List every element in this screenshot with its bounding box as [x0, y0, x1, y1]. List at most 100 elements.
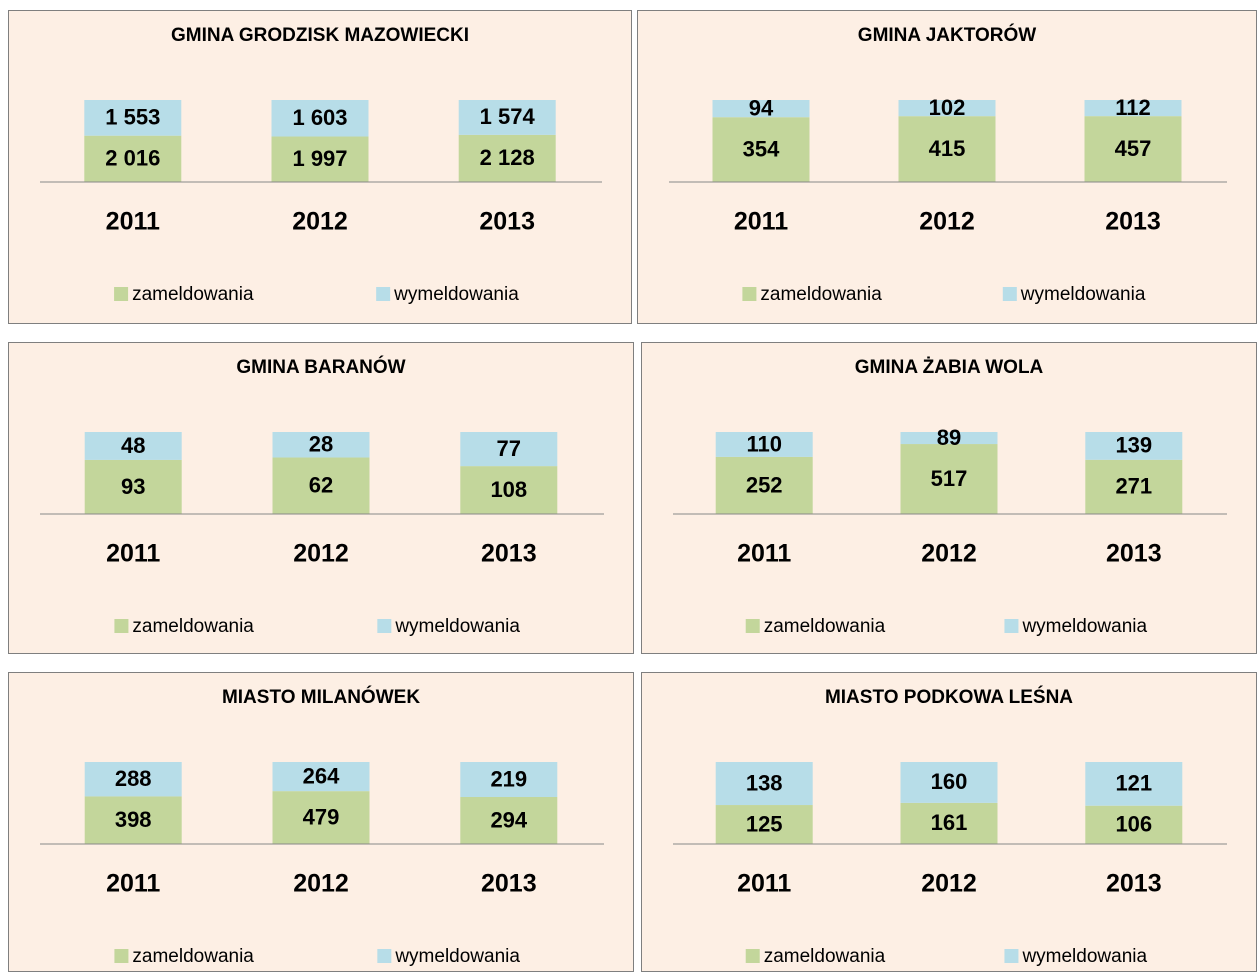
bar-segment [271, 136, 369, 182]
bar-segment [272, 432, 370, 458]
legend-swatch [1004, 619, 1019, 633]
legend-label: zameldowania [760, 284, 882, 305]
legend-swatch [114, 949, 129, 963]
value-label: 2 128 [480, 145, 535, 170]
legend-swatch [742, 287, 757, 301]
x-tick-label: 2011 [106, 870, 160, 898]
chart-title: MIASTO PODKOWA LEŚNA [825, 686, 1073, 708]
value-label: 457 [1115, 136, 1152, 161]
value-label: 138 [746, 770, 783, 795]
bar-segment [715, 456, 813, 514]
value-label: 354 [743, 136, 780, 161]
legend-swatch [745, 949, 760, 963]
x-tick-label: 2011 [737, 870, 791, 898]
bar-segment [712, 117, 810, 182]
value-label: 1 553 [105, 105, 160, 130]
x-tick-label: 2011 [737, 540, 791, 568]
value-label: 102 [929, 95, 966, 120]
legend-label: zameldowania [132, 616, 254, 637]
value-label: 2 016 [105, 146, 160, 171]
value-label: 1 574 [480, 104, 536, 129]
chart-title: GMINA JAKTORÓW [858, 24, 1036, 46]
x-tick-label: 2012 [293, 870, 349, 898]
legend-label: wymeldowania [394, 616, 520, 637]
legend-label: wymeldowania [394, 946, 520, 967]
value-label: 294 [490, 807, 527, 832]
value-label: 112 [1115, 95, 1151, 120]
value-label: 108 [490, 477, 527, 502]
x-tick-label: 2011 [734, 208, 788, 236]
value-label: 62 [309, 473, 333, 498]
bar-segment [84, 432, 182, 460]
value-label: 264 [303, 763, 340, 788]
bar-segment [1084, 116, 1182, 182]
x-tick-label: 2012 [292, 208, 348, 236]
legend-label: zameldowania [764, 946, 886, 967]
bar-segment [460, 432, 558, 467]
value-label: 271 [1115, 474, 1152, 499]
value-label: 125 [746, 811, 783, 836]
value-label: 398 [115, 807, 152, 832]
value-label: 160 [931, 769, 968, 794]
x-tick-label: 2012 [921, 540, 977, 568]
legend-swatch [114, 287, 129, 301]
bar-segment [1084, 100, 1182, 117]
chart-panel: GMINA BARANÓW 93 48 2011 62 28 2012 108 77 2013 za… [8, 342, 634, 654]
legend-swatch [114, 619, 129, 633]
chart-title: GMINA ŻABIA WOLA [855, 357, 1044, 378]
chart-panel: GMINA ŻABIA WOLA 252 110 2011 517 89 2012 271 13… [641, 342, 1257, 654]
value-label: 89 [937, 425, 961, 450]
value-label: 106 [1115, 812, 1152, 837]
bar-segment [712, 100, 810, 118]
legend-swatch [1002, 287, 1017, 301]
value-label: 48 [121, 433, 145, 458]
value-label: 161 [931, 810, 968, 835]
x-tick-label: 2013 [479, 208, 535, 236]
bar-segment [84, 762, 182, 797]
bar-segment [458, 100, 556, 135]
bar-segment [460, 762, 558, 798]
value-label: 28 [309, 432, 333, 457]
bar-segment [460, 797, 558, 844]
bar-segment [84, 459, 182, 514]
x-tick-label: 2013 [1105, 208, 1161, 236]
legend-label: wymeldowania [1020, 284, 1146, 305]
bar-segment [458, 134, 556, 182]
value-label: 110 [746, 431, 782, 456]
bar-segment [900, 802, 998, 844]
x-tick-label: 2011 [106, 208, 160, 236]
value-label: 252 [746, 472, 783, 497]
value-label: 93 [121, 474, 145, 499]
value-label: 1 997 [292, 146, 347, 171]
legend-label: wymeldowania [1021, 616, 1147, 637]
bar-segment [900, 444, 998, 514]
bar-segment [898, 100, 996, 117]
x-tick-label: 2013 [481, 870, 537, 898]
bar-segment [272, 762, 370, 792]
bar-segment [271, 100, 369, 137]
chart-title: GMINA GRODZISK MAZOWIECKI [171, 25, 469, 46]
legend-label: zameldowania [132, 284, 254, 305]
value-label: 479 [303, 804, 340, 829]
x-tick-label: 2013 [481, 540, 537, 568]
bar-segment [715, 805, 813, 844]
x-tick-label: 2012 [921, 870, 977, 898]
bar-segment [900, 432, 998, 445]
chart-panel: GMINA GRODZISK MAZOWIECKI 2 016 1 553 2011 1… [8, 10, 632, 324]
x-tick-label: 2012 [919, 208, 975, 236]
legend-label: zameldowania [764, 616, 886, 637]
legend-swatch [376, 287, 391, 301]
bar-segment [1085, 805, 1183, 844]
legend-label: zameldowania [132, 946, 254, 967]
bar-segment [84, 100, 182, 136]
legend-label: wymeldowania [1021, 946, 1147, 967]
chart-title: MIASTO MILANÓWEK [222, 686, 420, 708]
legend-swatch [377, 949, 392, 963]
bar-segment [1085, 459, 1183, 514]
x-tick-label: 2012 [293, 540, 349, 568]
x-tick-label: 2011 [106, 540, 160, 568]
bar-segment [715, 762, 813, 806]
bar-segment [898, 116, 996, 182]
value-label: 94 [749, 95, 774, 120]
chart-title: GMINA BARANÓW [236, 356, 405, 378]
